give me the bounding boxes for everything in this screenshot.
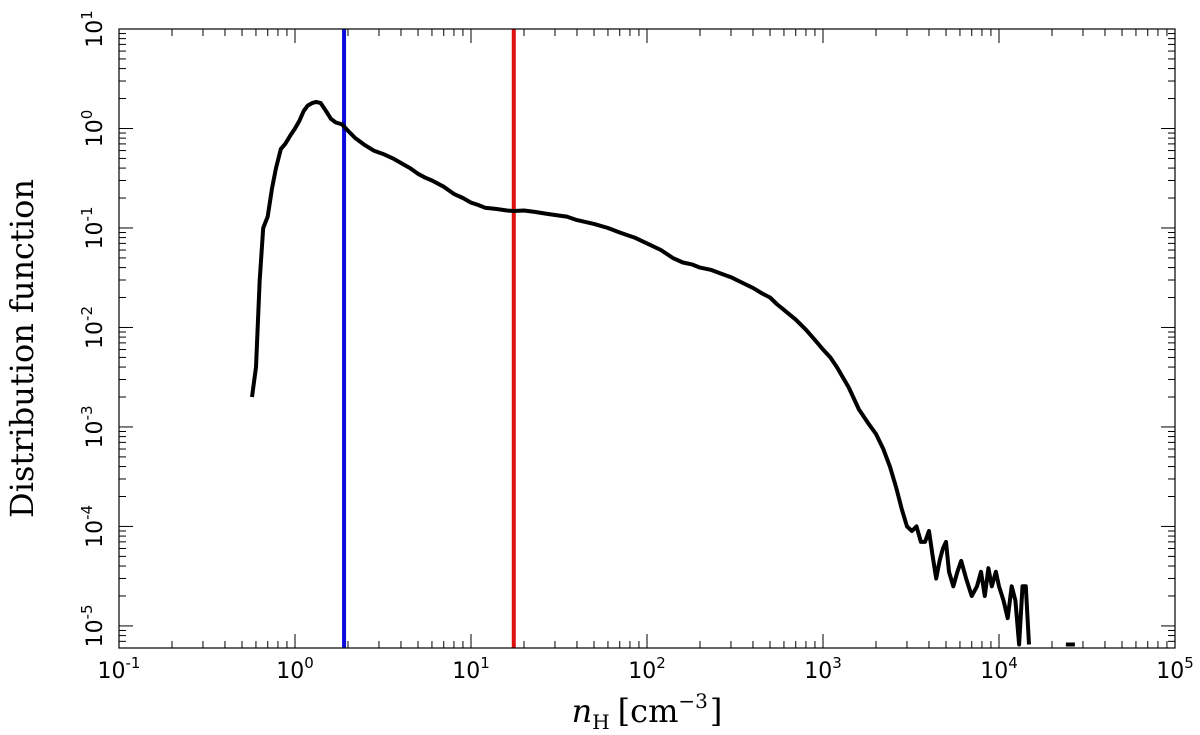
x-tick-label: 101 [452,654,490,684]
x-axis-sub: H [592,710,609,734]
y-tick-label: 101 [78,10,108,48]
x-tick-label: 104 [980,654,1018,684]
y-tick-label: 10-2 [78,306,108,349]
y-axis-title: Distribution function [3,179,41,518]
y-tick-label: 10-1 [78,206,108,249]
x-axis-unit-close: ] [710,692,722,730]
x-tick-label: 105 [1156,654,1194,684]
x-tick-label: 102 [628,654,666,684]
x-axis-unit-exp: −3 [678,689,707,713]
tick-labels: 10-1 100 101 102 103 104 105 10-5 10-4 10-3 10-2 10… [78,10,1194,684]
y-tick-label: 10-5 [78,604,108,647]
x-axis-title: nH [cm−3] [572,689,723,734]
y-tick-label: 10-4 [78,505,108,548]
y-tick-label: 100 [78,110,108,148]
x-axis-var: n [572,692,593,730]
x-tick-label: 103 [804,654,842,684]
plot-frame [118,28,1176,649]
axis-ticks [118,28,1176,649]
series-line-1 [250,99,1031,647]
x-axis-unit-open: [cm [618,692,679,730]
y-tick-label: 10-3 [78,405,108,448]
x-tick-label: 10-1 [98,654,141,684]
x-tick-label: 100 [276,654,314,684]
series-layer [250,99,1075,647]
reference-lines [342,29,516,648]
